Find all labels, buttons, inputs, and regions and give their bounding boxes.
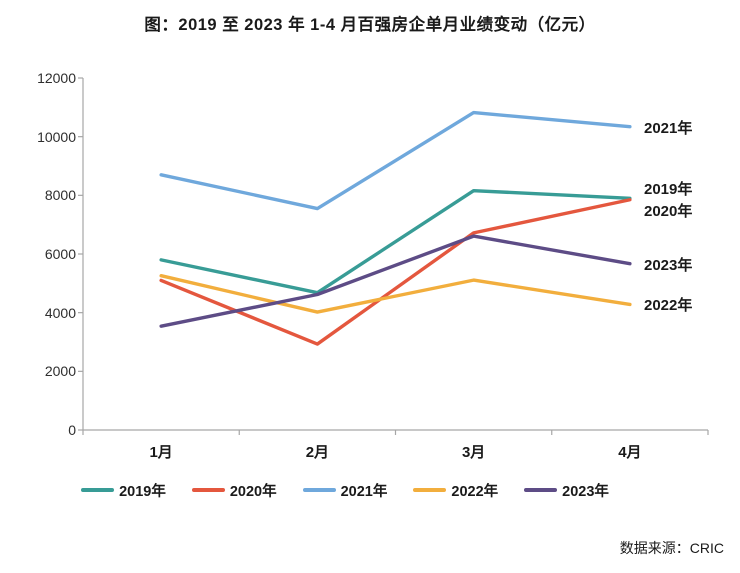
legend-swatch-2023年: [524, 488, 558, 492]
x-axis-category-label: 1月: [149, 444, 173, 461]
series-line-2021年: [159, 110, 632, 211]
data-source-note: 数据来源：CRIC: [619, 540, 724, 556]
y-axis-tick-label: 2000: [44, 363, 76, 380]
y-axis-tick-label: 4000: [44, 304, 76, 321]
legend-swatch-2020年: [191, 488, 225, 492]
series-line-2020年: [159, 198, 632, 346]
legend-item-2020年: 2020年: [191, 480, 277, 501]
legend-label-2019年: 2019年: [119, 483, 166, 500]
legend-item-2019年: 2019年: [81, 480, 166, 501]
x-axis-category-label: 2月: [305, 444, 330, 461]
legend-swatch-2019年: [81, 488, 115, 492]
legend-swatch-2021年: [302, 488, 336, 492]
legend-label-2021年: 2021年: [340, 483, 388, 500]
chart-legend: 2019年 2020年 2021年 2022年 2023年: [60, 478, 630, 502]
series-line-2022年: [159, 274, 632, 314]
legend-label-2022年: 2022年: [451, 483, 499, 500]
x-axis-category-label: 3月: [461, 444, 486, 461]
y-axis-tick-label: 10000: [37, 128, 76, 145]
series-end-label-2023年: 2023年: [644, 256, 693, 274]
series-end-label-2020年: 2020年: [644, 203, 693, 220]
x-axis-category-label: 4月: [618, 444, 642, 461]
chart-title: 图：2019 至 2023 年 1-4 月百强房企单月业绩变动（亿元）: [144, 16, 596, 34]
series-end-label-2021年: 2021年: [644, 119, 693, 137]
series-end-label-2022年: 2022年: [644, 297, 693, 315]
legend-swatch-2022年: [413, 488, 447, 492]
legend-item-2023年: 2023年: [524, 480, 609, 501]
legend-label-2020年: 2020年: [229, 483, 277, 500]
series-end-label-2019年: 2019年: [644, 181, 693, 198]
y-axis-tick-label: 6000: [44, 246, 76, 262]
legend-label-2023年: 2023年: [562, 483, 609, 500]
legend-item-2021年: 2021年: [302, 480, 388, 501]
series-line-2019年: [159, 188, 632, 295]
y-axis-tick-label: 8000: [44, 187, 76, 204]
axis-lines: [82, 78, 708, 431]
legend-item-2022年: 2022年: [413, 480, 498, 501]
y-axis-tick-label: 12000: [37, 70, 76, 86]
series-line-2023年: [159, 234, 632, 328]
y-axis-tick-label: 0: [68, 422, 76, 438]
